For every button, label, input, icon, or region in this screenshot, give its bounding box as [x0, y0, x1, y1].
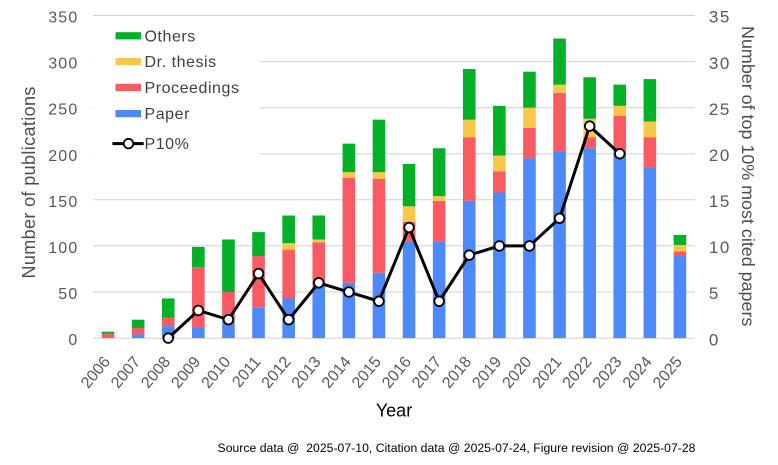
svg-text:30: 30	[709, 54, 731, 73]
svg-text:Others: Others	[145, 28, 196, 45]
svg-text:350: 350	[48, 10, 78, 27]
svg-text:20: 20	[709, 146, 731, 165]
svg-text:15: 15	[709, 192, 731, 211]
svg-text:0: 0	[68, 332, 78, 349]
svg-text:Paper: Paper	[145, 106, 191, 123]
svg-text:0: 0	[709, 330, 720, 349]
svg-text:250: 250	[48, 102, 78, 119]
svg-text:5: 5	[709, 284, 720, 303]
svg-text:Proceedings: Proceedings	[145, 80, 240, 97]
svg-text:200: 200	[48, 148, 78, 165]
svg-text:50: 50	[58, 286, 78, 303]
svg-text:150: 150	[48, 194, 78, 211]
svg-text:P10%: P10%	[145, 136, 190, 153]
svg-text:100: 100	[48, 240, 78, 257]
svg-text:300: 300	[48, 56, 78, 73]
svg-text:Dr. thesis: Dr. thesis	[145, 54, 217, 71]
svg-text:Year: Year	[376, 401, 412, 421]
svg-text:Number of publications: Number of publications	[19, 86, 39, 278]
svg-text:10: 10	[709, 238, 731, 257]
svg-text:Source data @ 2025-07-10, Cit: Source data @ 2025-07-10, Citation data …	[218, 441, 696, 455]
svg-text:Number of top 10% most cited p: Number of top 10% most cited papers	[738, 26, 758, 326]
svg-text:35: 35	[709, 8, 731, 27]
svg-text:25: 25	[709, 100, 731, 119]
